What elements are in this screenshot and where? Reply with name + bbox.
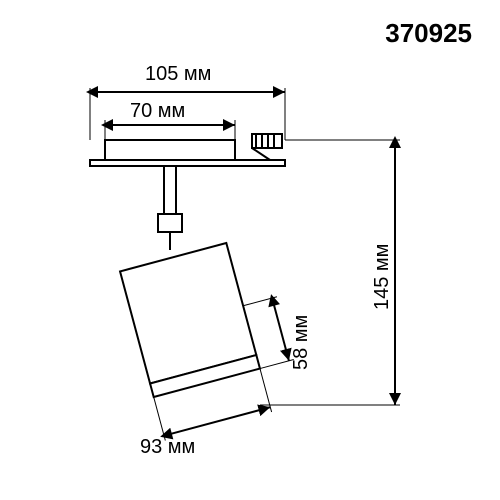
dim-top-outer: 105 мм [90,63,285,140]
dim-top-inner-label: 70 мм [130,100,185,122]
stem [158,166,182,232]
dim-height: 145 мм [260,140,400,405]
dimension-diagram: 105 мм 70 мм [0,0,500,500]
dim-height-label: 145 мм [371,244,393,310]
lamp-head [120,232,260,397]
dim-top-inner: 70 мм [105,100,235,140]
dim-bottom-height-label: 58 мм [290,315,312,370]
dim-bottom-width-label: 93 мм [140,436,195,458]
mount-base [90,134,285,166]
product-id: 370925 [385,18,472,49]
dim-top-outer-label: 105 мм [145,63,211,85]
